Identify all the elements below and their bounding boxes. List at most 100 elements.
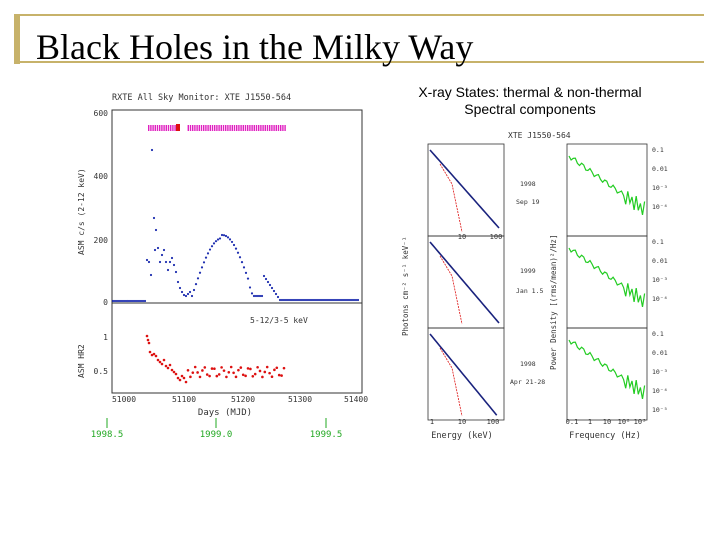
hr-point [198, 375, 202, 379]
hr-point [227, 371, 231, 374]
flux-point [252, 294, 256, 298]
annot-year-3: 1998 [520, 360, 536, 368]
hr-point [217, 373, 221, 376]
flux-point [282, 298, 286, 302]
observation-mark [216, 125, 218, 131]
observation-mark [163, 125, 165, 131]
flux-point [226, 236, 230, 239]
flux-point [258, 294, 262, 298]
hr-point [225, 375, 228, 379]
flux-point [224, 234, 228, 238]
flux-y-ticks: 600 400 200 0 [94, 109, 109, 307]
flux-point [324, 298, 328, 302]
hr-tick-0.5: 0.5 [94, 367, 109, 376]
spectrum-curve [429, 241, 500, 324]
energy-tick-1: 1 [430, 418, 434, 426]
flux-y-label: ASM c/s (2-12 keV) [77, 168, 86, 255]
flux-point [123, 299, 127, 303]
hr-point [160, 362, 164, 366]
observation-mark [218, 125, 220, 131]
flux-point [162, 248, 166, 252]
flux-point [346, 298, 350, 302]
flux-point [143, 299, 147, 303]
flux-point [342, 298, 346, 302]
observation-mark [271, 125, 273, 131]
flux-point [308, 298, 312, 302]
psd-panel-frame [566, 235, 648, 329]
hr-tick-1: 1 [103, 333, 108, 342]
flux-point [216, 238, 220, 241]
hr-point [232, 371, 235, 375]
hr-point [246, 367, 250, 370]
year-label-1999.0: 1999.0 [200, 430, 233, 440]
thermal-model-curve [439, 255, 463, 325]
psd-tick-label: 10⁻³ [652, 184, 668, 192]
flux-point [184, 294, 188, 298]
freq-tick-1000: 10³ [634, 418, 647, 426]
flux-point [352, 298, 356, 302]
caption-line-1: X-ray States: thermal & non-thermal [418, 84, 642, 100]
hr-point [154, 354, 158, 358]
y-tick-600: 600 [94, 109, 109, 118]
flux-point [244, 271, 248, 274]
observation-mark [189, 125, 192, 131]
observation-mark [282, 125, 284, 131]
energy-tick-100: 100 [487, 418, 500, 426]
observation-mark [253, 125, 255, 131]
flux-point [294, 298, 298, 302]
hr-point [186, 369, 190, 372]
hr-point [208, 374, 211, 378]
hr-point [166, 366, 170, 370]
year-markers: 1998.5 1999.0 1999.5 [91, 418, 342, 440]
observation-mark [240, 125, 242, 131]
flux-point [117, 299, 121, 303]
observation-mark [154, 125, 156, 131]
flux-point [250, 292, 254, 295]
hr-point [168, 363, 172, 367]
flux-point [168, 260, 172, 264]
flux-point [164, 260, 168, 264]
flux-point [338, 298, 342, 302]
flux-point [147, 260, 151, 264]
flux-point [354, 298, 358, 302]
photons-y-label: Photons cm⁻² s⁻¹ keV⁻¹ [401, 237, 410, 336]
flux-point [230, 240, 234, 244]
observation-marks [148, 124, 286, 131]
observation-mark [266, 125, 269, 131]
freq-tick-1: 1 [588, 418, 592, 426]
hr-point [172, 370, 176, 374]
flux-point [334, 298, 338, 302]
spectrum-panel-frame [427, 327, 505, 421]
hr-point [282, 366, 286, 370]
observation-mark [222, 125, 225, 131]
observation-mark [269, 125, 271, 131]
observation-mark [225, 125, 227, 131]
annot-year-2: 1999 [520, 267, 536, 275]
energy-tick-100-top: 100 [490, 233, 503, 241]
flux-point [274, 292, 278, 296]
energy-tick-10: 10 [458, 418, 466, 426]
hr-point [162, 358, 166, 362]
observation-mark [251, 125, 253, 131]
observation-mark [214, 125, 216, 131]
flux-point [316, 298, 320, 302]
observation-mark [227, 125, 229, 131]
hr-point [280, 374, 283, 377]
flux-point [278, 298, 282, 302]
psd-panel-frame [566, 143, 648, 237]
hr-point [174, 372, 178, 376]
psd-tick-label: 10⁻⁴ [652, 387, 668, 395]
observation-mark [159, 125, 161, 131]
year-label-1998.5: 1998.5 [91, 430, 124, 440]
hr-point [261, 375, 264, 379]
hr-point [256, 365, 259, 369]
observation-mark [264, 125, 266, 131]
flux-point [188, 290, 192, 294]
flux-point [306, 298, 310, 302]
observation-mark [277, 125, 280, 131]
hr-point [244, 374, 247, 378]
x-tick-labels: 51000 51100 51200 51300 51400 [112, 395, 368, 404]
flux-point [190, 294, 194, 298]
observation-mark [203, 125, 205, 131]
